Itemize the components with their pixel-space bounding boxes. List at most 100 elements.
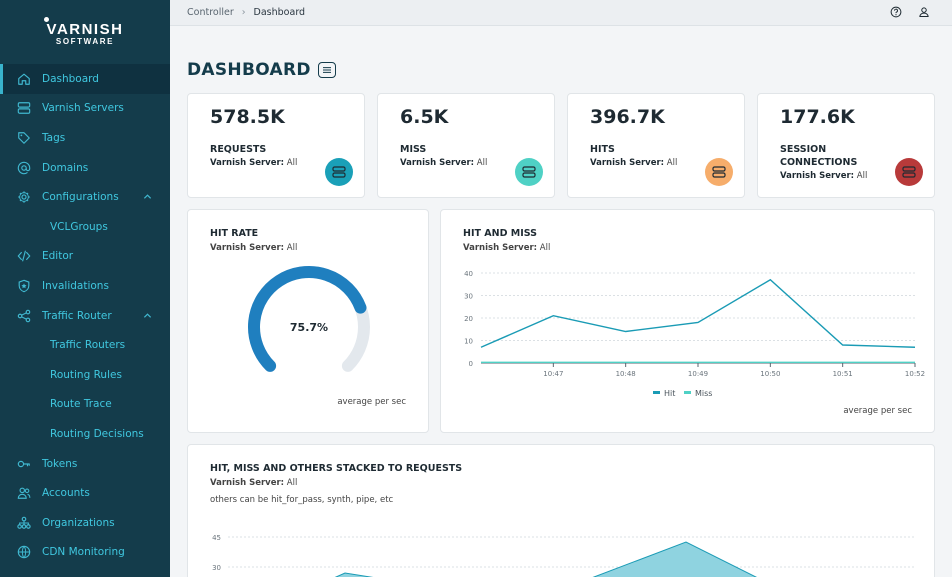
sidebar-item-label: Varnish Servers <box>42 102 124 115</box>
y-tick-label: 10 <box>464 338 473 346</box>
stat-card-miss: 6.5K MISS Varnish Server: All <box>377 93 555 198</box>
y-tick-label: 0 <box>469 360 473 368</box>
chevron-up-icon[interactable] <box>143 311 152 323</box>
y-tick-label: 40 <box>464 270 473 278</box>
sidebar-item-label: Accounts <box>42 487 90 500</box>
sidebar-item-organizations[interactable]: Organizations <box>0 508 170 538</box>
sidebar-item-label: Routing Decisions <box>50 427 144 440</box>
area-segment <box>334 572 374 577</box>
sidebar-item-varnish-servers[interactable]: Varnish Servers <box>0 94 170 124</box>
stat-label: SESSION CONNECTIONS <box>780 144 858 168</box>
stat-card-hits: 396.7K HITS Varnish Server: All <box>567 93 745 198</box>
sidebar-item-label: CDN Monitoring <box>42 546 125 559</box>
sidebar-item-label: Route Trace <box>50 398 112 411</box>
key-icon <box>16 456 32 472</box>
legend-swatch <box>653 391 660 394</box>
x-tick-label: 10:51 <box>833 370 853 378</box>
sidebar-item-configurations[interactable]: Configurations <box>0 182 170 212</box>
sidebar-item-editor[interactable]: Editor <box>0 242 170 272</box>
y-tick-label: 20 <box>464 315 473 323</box>
sidebar-item-label: Routing Rules <box>50 368 122 381</box>
stat-value: 6.5K <box>400 106 449 128</box>
stat-label: REQUESTS <box>210 144 267 155</box>
sidebar-item-routing-rules[interactable]: Routing Rules <box>0 360 170 390</box>
sidebar-item-label: Tags <box>42 131 66 144</box>
card-note: average per sec <box>843 406 912 416</box>
y-tick-label: 30 <box>212 564 221 572</box>
server-stack-icon <box>515 158 543 186</box>
y-tick-label: 45 <box>212 534 221 542</box>
menu-icon <box>322 67 331 73</box>
sidebar-item-accounts[interactable]: Accounts <box>0 478 170 508</box>
sidebar-item-label: Dashboard <box>42 72 99 85</box>
varnish-logo[interactable]: VARNISH SOFTWARE <box>0 0 170 64</box>
stat-server: Varnish Server: All <box>400 158 488 168</box>
sidebar-item-label: Domains <box>42 161 89 174</box>
sidebar-item-invalidations[interactable]: Invalidations <box>0 271 170 301</box>
page-title: DASHBOARD <box>187 60 311 80</box>
sidebar-item-label: Invalidations <box>42 279 109 292</box>
sidebar-item-tags[interactable]: Tags <box>0 123 170 153</box>
sidebar-item-tokens[interactable]: Tokens <box>0 449 170 479</box>
stat-value: 396.7K <box>590 106 665 128</box>
code-icon <box>16 248 32 264</box>
sidebar-item-label: Traffic Router <box>42 309 112 322</box>
server-stack-icon <box>325 158 353 186</box>
stat-value: 578.5K <box>210 106 285 128</box>
org-icon <box>16 515 32 531</box>
card-server: Varnish Server: All <box>210 478 298 488</box>
stat-value: 177.6K <box>780 106 855 128</box>
sidebar-item-label: Tokens <box>42 457 78 470</box>
home-icon <box>16 71 32 87</box>
stat-card-requests: 578.5K REQUESTS Varnish Server: All <box>187 93 365 198</box>
series-line-hit <box>480 278 916 348</box>
sidebar-item-cdn-monitoring[interactable]: CDN Monitoring <box>0 538 170 568</box>
hit-miss-card: HIT AND MISS Varnish Server: All 0 10 20 30… <box>440 209 935 433</box>
breadcrumb-current: Dashboard <box>253 7 306 18</box>
sidebar-item-route-trace[interactable]: Route Trace <box>0 390 170 420</box>
area-segment <box>592 541 758 577</box>
sidebar-item-label: Traffic Routers <box>50 339 126 352</box>
dashboard-menu-button[interactable] <box>317 62 336 78</box>
users-icon <box>16 485 32 501</box>
sidebar-item-routing-decisions[interactable]: Routing Decisions <box>0 419 170 449</box>
stat-label: HITS <box>590 144 615 155</box>
y-tick-label: 30 <box>464 293 473 301</box>
card-title: HIT AND MISS <box>463 228 538 239</box>
topbar: Controller › Dashboard <box>170 0 952 26</box>
tag-icon <box>16 130 32 146</box>
at-icon <box>16 160 32 176</box>
globe-icon <box>16 544 32 560</box>
sidebar-item-domains[interactable]: Domains <box>0 153 170 183</box>
logo-top-text: VARNISH <box>46 20 124 38</box>
x-tick-label: 10:48 <box>616 370 636 378</box>
card-title: HIT, MISS AND OTHERS STACKED TO REQUESTS <box>210 463 463 474</box>
card-server: Varnish Server: All <box>210 243 298 253</box>
hit-rate-gauge: 75.7% <box>248 266 370 372</box>
stat-label: MISS <box>400 144 427 155</box>
legend-label: Miss <box>695 389 712 398</box>
sidebar-nav: Dashboard Varnish Servers Tags Domains Confi… <box>0 64 170 567</box>
gear-icon <box>16 189 32 205</box>
help-icon[interactable] <box>890 6 904 20</box>
sidebar-item-vclgroups[interactable]: VCLGroups <box>0 212 170 242</box>
sidebar-item-traffic-router[interactable]: Traffic Router <box>0 301 170 331</box>
sidebar-item-dashboard[interactable]: Dashboard <box>0 64 170 94</box>
stat-server: Varnish Server: All <box>780 171 868 181</box>
gauge-value-label: 75.7% <box>290 321 328 334</box>
shield-icon <box>16 278 32 294</box>
legend-label: Hit <box>664 389 675 398</box>
stacked-area-chart: 45 30 <box>212 534 916 577</box>
stat-server: Varnish Server: All <box>210 158 298 168</box>
sidebar-item-label: Editor <box>42 250 74 263</box>
breadcrumb-root[interactable]: Controller <box>187 7 234 18</box>
share-icon <box>16 308 32 324</box>
servers-icon <box>16 100 32 116</box>
card-note: average per sec <box>337 397 406 407</box>
chevron-up-icon[interactable] <box>143 192 152 204</box>
x-tick-label: 10:49 <box>688 370 708 378</box>
stacked-card: HIT, MISS AND OTHERS STACKED TO REQUESTS… <box>187 444 935 577</box>
sidebar-item-traffic-routers[interactable]: Traffic Routers <box>0 330 170 360</box>
user-icon[interactable] <box>918 6 932 20</box>
sidebar: VARNISH SOFTWARE Dashboard Varnish Server… <box>0 0 170 577</box>
